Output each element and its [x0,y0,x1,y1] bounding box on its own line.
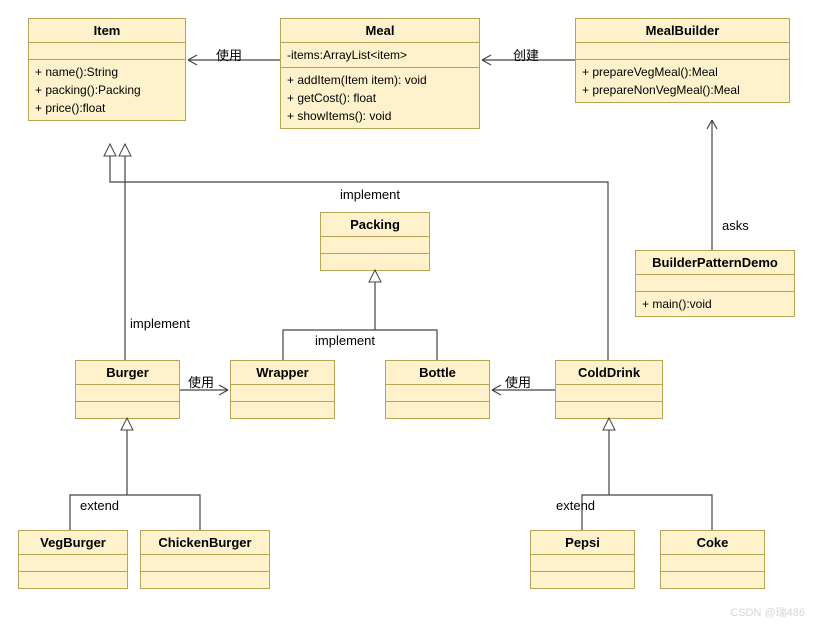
watermark: CSDN @瑞486 [730,604,805,620]
class-pepsi: Pepsi [530,530,635,589]
class-chickenburger-title: ChickenBurger [141,531,269,555]
label-implement-burger: implement [130,316,190,331]
class-colddrink-attrs [556,385,662,402]
label-implement-colddrink: implement [340,187,400,202]
class-item-title: Item [29,19,185,43]
class-mealbuilder-attrs [576,43,789,60]
class-burger-title: Burger [76,361,179,385]
class-coke-attrs [661,555,764,572]
class-chickenburger-ops [141,572,269,588]
class-burger: Burger [75,360,180,419]
class-item-ops: + name():String + packing():Packing + pr… [29,60,185,120]
label-implement-packing: implement [315,333,375,348]
label-use-meal-item: 使用 [216,45,242,64]
class-bottle-title: Bottle [386,361,489,385]
class-vegburger-title: VegBurger [19,531,127,555]
class-vegburger-ops [19,572,127,588]
label-extend-colddrink: extend [556,498,595,513]
label-extend-burger: extend [80,498,119,513]
class-packing-ops [321,254,429,270]
class-packing-title: Packing [321,213,429,237]
class-colddrink-title: ColdDrink [556,361,662,385]
label-use-colddrink-bottle: 使用 [505,372,531,391]
class-burger-ops [76,402,179,418]
label-asks: asks [722,218,749,233]
class-item: Item + name():String + packing():Packing… [28,18,186,121]
class-mealbuilder-title: MealBuilder [576,19,789,43]
class-pepsi-ops [531,572,634,588]
class-chickenburger-attrs [141,555,269,572]
class-vegburger-attrs [19,555,127,572]
class-packing-attrs [321,237,429,254]
class-coke-title: Coke [661,531,764,555]
class-packing: Packing [320,212,430,271]
class-bottle-ops [386,402,489,418]
class-builderpatterndemo-ops: + main():void [636,292,794,316]
class-coke: Coke [660,530,765,589]
class-builderpatterndemo-attrs [636,275,794,292]
class-builderpatterndemo-title: BuilderPatternDemo [636,251,794,275]
class-colddrink-ops [556,402,662,418]
class-meal-title: Meal [281,19,479,43]
class-vegburger: VegBurger [18,530,128,589]
class-coke-ops [661,572,764,588]
class-wrapper-ops [231,402,334,418]
class-bottle-attrs [386,385,489,402]
class-bottle: Bottle [385,360,490,419]
class-pepsi-title: Pepsi [531,531,634,555]
class-mealbuilder-ops: + prepareVegMeal():Meal + prepareNonVegM… [576,60,789,102]
class-meal-attrs: -items:ArrayList<item> [281,43,479,68]
class-meal: Meal -items:ArrayList<item> + addItem(It… [280,18,480,129]
class-meal-ops: + addItem(Item item): void + getCost(): … [281,68,479,128]
class-wrapper: Wrapper [230,360,335,419]
class-colddrink: ColdDrink [555,360,663,419]
class-wrapper-attrs [231,385,334,402]
class-mealbuilder: MealBuilder + prepareVegMeal():Meal + pr… [575,18,790,103]
class-builderpatterndemo: BuilderPatternDemo + main():void [635,250,795,317]
class-burger-attrs [76,385,179,402]
class-item-attrs [29,43,185,60]
class-wrapper-title: Wrapper [231,361,334,385]
class-chickenburger: ChickenBurger [140,530,270,589]
label-use-burger-wrapper: 使用 [188,372,214,391]
label-create: 创建 [513,45,539,64]
class-pepsi-attrs [531,555,634,572]
